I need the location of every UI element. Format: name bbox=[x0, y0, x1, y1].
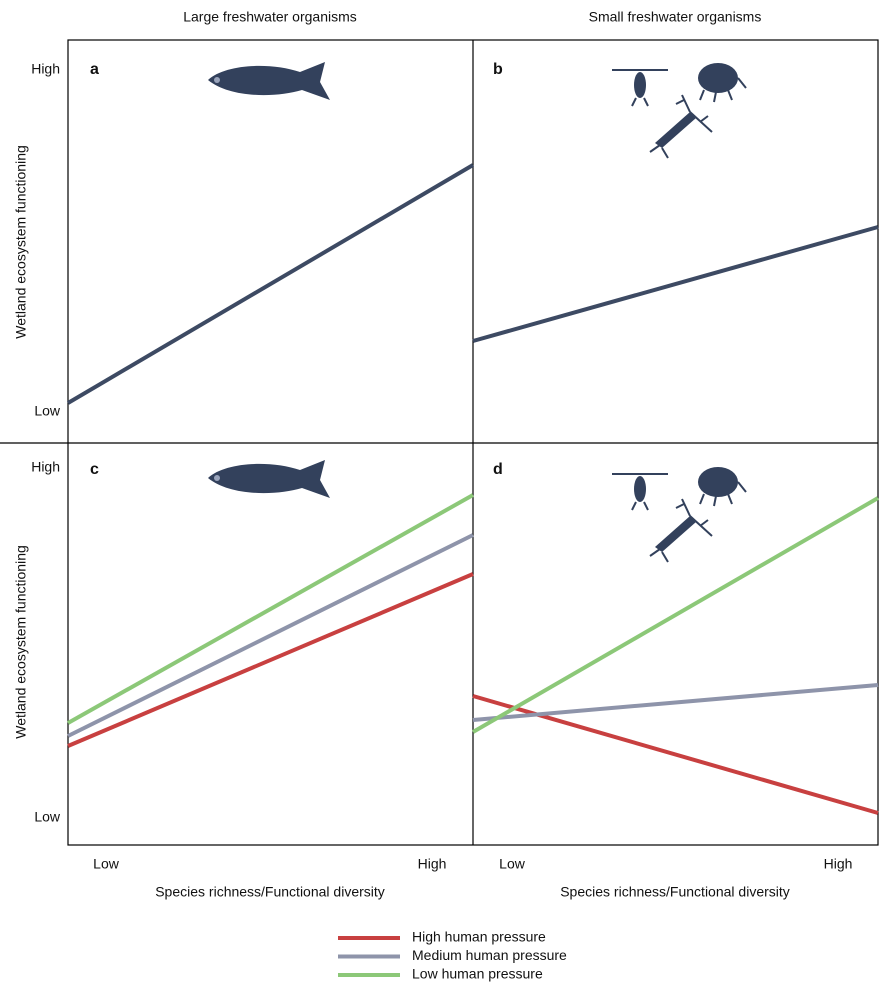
panel-label: c bbox=[90, 461, 99, 478]
y-level: Low bbox=[34, 403, 61, 419]
column-title: Large freshwater organisms bbox=[183, 9, 357, 25]
x-level: High bbox=[418, 856, 447, 872]
panel-label: d bbox=[493, 461, 503, 478]
fish-icon bbox=[208, 62, 330, 100]
y-level: High bbox=[31, 459, 60, 475]
y-title: Wetland ecosystem functioning bbox=[13, 545, 29, 739]
legend: High human pressure Medium human pressure… bbox=[338, 929, 567, 982]
legend-label: Medium human pressure bbox=[412, 947, 567, 963]
column-title: Small freshwater organisms bbox=[589, 9, 762, 25]
y-level: Low bbox=[34, 809, 61, 825]
x-level: Low bbox=[499, 856, 526, 872]
y-level: High bbox=[31, 61, 60, 77]
panel-label: a bbox=[90, 61, 99, 78]
invertebrate-icons bbox=[612, 467, 746, 562]
figure: Large freshwater organisms Small freshwa… bbox=[0, 0, 880, 984]
x-title: Species richness/Functional diversity bbox=[560, 884, 790, 900]
trend-line bbox=[68, 495, 473, 723]
invertebrate-icons bbox=[612, 63, 746, 158]
legend-label: Low human pressure bbox=[412, 966, 543, 982]
panel-label: b bbox=[493, 61, 503, 78]
x-title: Species richness/Functional diversity bbox=[155, 884, 385, 900]
trend-line bbox=[68, 165, 473, 403]
trend-line bbox=[473, 227, 878, 341]
trend-line bbox=[473, 685, 878, 720]
y-title: Wetland ecosystem functioning bbox=[13, 145, 29, 339]
trend-line bbox=[68, 535, 473, 736]
trend-line bbox=[68, 574, 473, 746]
x-level: High bbox=[824, 856, 853, 872]
fish-icon bbox=[208, 460, 330, 498]
legend-label: High human pressure bbox=[412, 929, 546, 945]
x-level: Low bbox=[93, 856, 120, 872]
